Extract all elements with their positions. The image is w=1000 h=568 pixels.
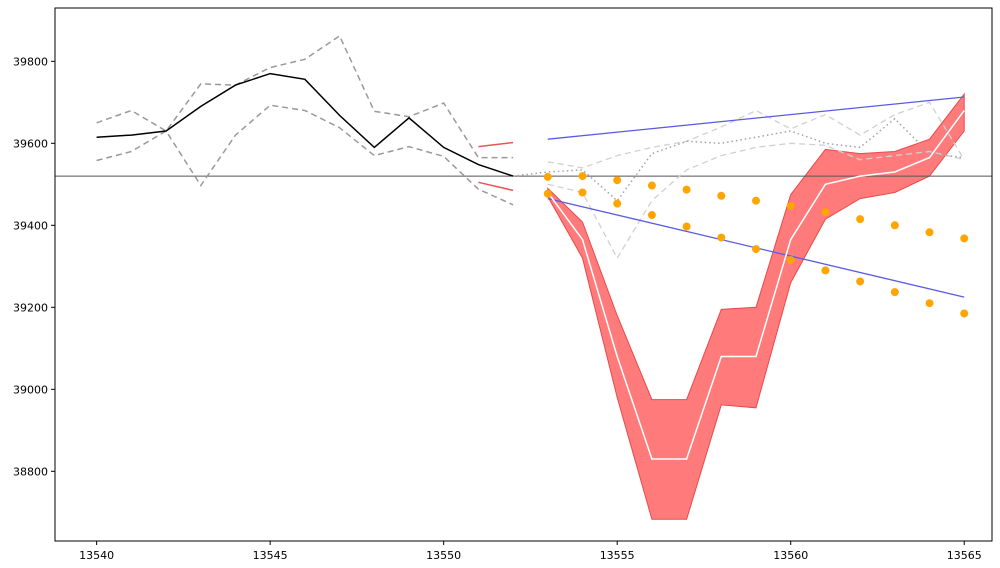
y-tick-label: 39600 bbox=[13, 137, 48, 150]
lower-dot bbox=[613, 199, 622, 208]
upper-dot bbox=[890, 221, 899, 230]
upper-dot bbox=[856, 215, 865, 224]
upper-dot bbox=[578, 172, 587, 181]
y-tick-label: 39200 bbox=[13, 301, 48, 314]
lower-dot bbox=[821, 266, 830, 275]
x-tick-label: 13545 bbox=[253, 549, 288, 562]
upper-dot bbox=[786, 202, 795, 211]
lower-dot bbox=[752, 245, 761, 254]
x-tick-label: 13555 bbox=[600, 549, 635, 562]
history-upper-bound-line bbox=[96, 34, 514, 159]
plot-area bbox=[55, 34, 992, 520]
upper-dot bbox=[821, 208, 830, 217]
plot-frame bbox=[54, 7, 993, 542]
upper-dot bbox=[752, 196, 761, 205]
upper-dot bbox=[613, 176, 622, 185]
x-tick-label: 13565 bbox=[947, 549, 982, 562]
upper-dot bbox=[543, 172, 552, 181]
red-stub-line-2 bbox=[478, 181, 514, 192]
history-close-line bbox=[96, 72, 514, 177]
upper-dot bbox=[647, 181, 656, 190]
forecast-confidence-band bbox=[547, 92, 965, 520]
upper-dot bbox=[717, 191, 726, 200]
x-tick-label: 13540 bbox=[79, 549, 114, 562]
lower-dot bbox=[578, 188, 587, 197]
forecast-mean-line bbox=[547, 110, 965, 460]
dotted-series-line bbox=[513, 117, 965, 202]
lower-dot bbox=[543, 189, 552, 198]
x-tick-label: 13550 bbox=[426, 549, 461, 562]
lower-dot bbox=[960, 309, 969, 318]
lower-dot bbox=[890, 288, 899, 297]
lower-dot bbox=[925, 299, 934, 308]
y-axis: 38800 39000 39200 39400 39600 39800 bbox=[13, 55, 55, 478]
upper-dot bbox=[925, 228, 934, 237]
upper-dot bbox=[682, 185, 691, 194]
upper-dot bbox=[960, 234, 969, 243]
y-tick-label: 39400 bbox=[13, 219, 48, 232]
x-axis: 13540 13545 13550 13555 13560 13565 bbox=[79, 541, 982, 562]
lower-dot bbox=[682, 222, 691, 231]
history-lower-bound-line bbox=[96, 104, 514, 206]
lower-dot bbox=[856, 277, 865, 286]
lower-dot bbox=[717, 233, 726, 242]
light-dashed-line-1 bbox=[547, 101, 965, 169]
y-tick-label: 38800 bbox=[13, 465, 48, 478]
trend-line-1 bbox=[547, 96, 965, 140]
x-tick-label: 13560 bbox=[773, 549, 808, 562]
y-tick-label: 39800 bbox=[13, 55, 48, 68]
red-stub-line-1 bbox=[478, 141, 514, 148]
y-tick-label: 39000 bbox=[13, 383, 48, 396]
lower-dot bbox=[786, 256, 795, 265]
lower-dot bbox=[647, 211, 656, 220]
